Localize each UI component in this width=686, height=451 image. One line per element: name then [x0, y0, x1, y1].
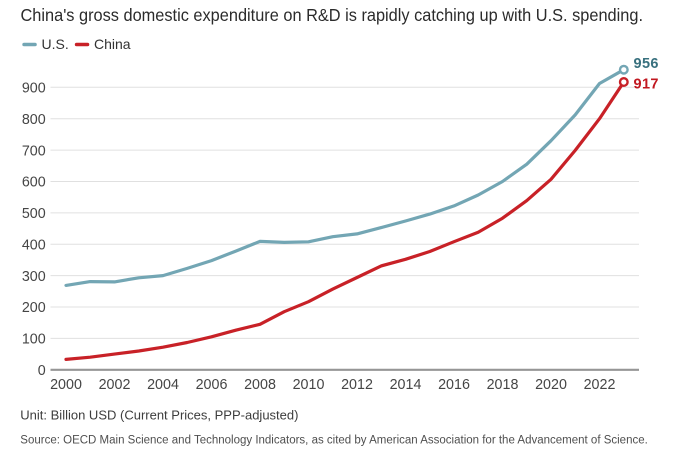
svg-text:2012: 2012: [341, 377, 373, 393]
svg-text:U.S.: U.S.: [42, 36, 69, 52]
svg-text:2010: 2010: [293, 377, 325, 393]
svg-text:917: 917: [634, 77, 659, 93]
svg-text:400: 400: [22, 237, 46, 253]
svg-text:2022: 2022: [584, 377, 616, 393]
svg-text:2006: 2006: [196, 377, 228, 393]
svg-text:2000: 2000: [50, 377, 82, 393]
svg-text:956: 956: [634, 56, 659, 72]
svg-text:600: 600: [22, 175, 46, 191]
svg-text:China: China: [94, 36, 131, 52]
svg-text:2002: 2002: [99, 377, 131, 393]
svg-text:2018: 2018: [487, 377, 519, 393]
svg-text:100: 100: [22, 332, 46, 348]
svg-text:900: 900: [22, 81, 46, 97]
svg-text:China's gross domestic expendi: China's gross domestic expenditure on R&…: [21, 5, 644, 25]
svg-text:300: 300: [22, 269, 46, 285]
svg-text:2004: 2004: [147, 377, 179, 393]
svg-text:Unit: Billion USD (Current Pri: Unit: Billion USD (Current Prices, PPP-a…: [20, 408, 298, 423]
svg-text:800: 800: [22, 112, 46, 128]
svg-text:0: 0: [38, 363, 46, 379]
svg-text:2008: 2008: [244, 377, 276, 393]
svg-text:2014: 2014: [390, 377, 422, 393]
svg-text:2016: 2016: [438, 377, 470, 393]
svg-text:200: 200: [22, 300, 46, 316]
svg-text:2020: 2020: [535, 377, 567, 393]
svg-text:500: 500: [22, 206, 46, 222]
svg-text:Source: OECD Main Science and: Source: OECD Main Science and Technology…: [20, 434, 648, 446]
svg-text:700: 700: [22, 143, 46, 159]
